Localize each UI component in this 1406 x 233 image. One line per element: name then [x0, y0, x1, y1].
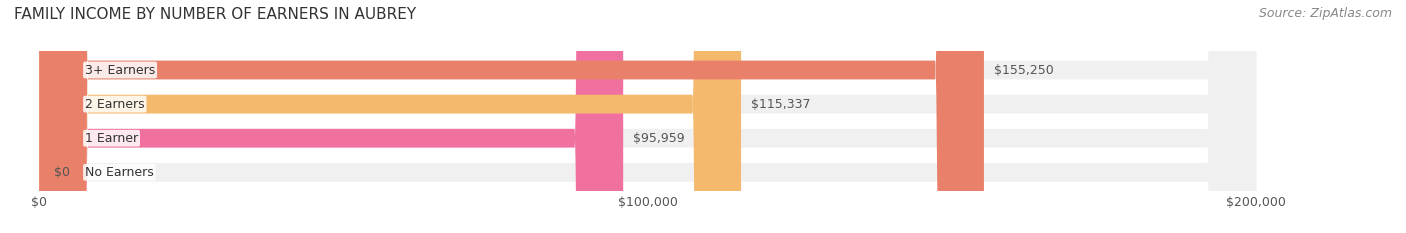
Text: 2 Earners: 2 Earners	[84, 98, 145, 111]
FancyBboxPatch shape	[39, 0, 1256, 233]
Text: 1 Earner: 1 Earner	[84, 132, 138, 145]
Text: $0: $0	[53, 166, 70, 179]
Text: $155,250: $155,250	[994, 64, 1053, 76]
Text: No Earners: No Earners	[84, 166, 153, 179]
FancyBboxPatch shape	[39, 0, 623, 233]
Text: $95,959: $95,959	[633, 132, 685, 145]
Text: 3+ Earners: 3+ Earners	[84, 64, 155, 76]
Text: FAMILY INCOME BY NUMBER OF EARNERS IN AUBREY: FAMILY INCOME BY NUMBER OF EARNERS IN AU…	[14, 7, 416, 22]
FancyBboxPatch shape	[39, 0, 984, 233]
FancyBboxPatch shape	[39, 0, 1256, 233]
FancyBboxPatch shape	[39, 0, 1256, 233]
FancyBboxPatch shape	[39, 0, 741, 233]
Text: Source: ZipAtlas.com: Source: ZipAtlas.com	[1258, 7, 1392, 20]
Text: $115,337: $115,337	[751, 98, 810, 111]
FancyBboxPatch shape	[39, 0, 1256, 233]
